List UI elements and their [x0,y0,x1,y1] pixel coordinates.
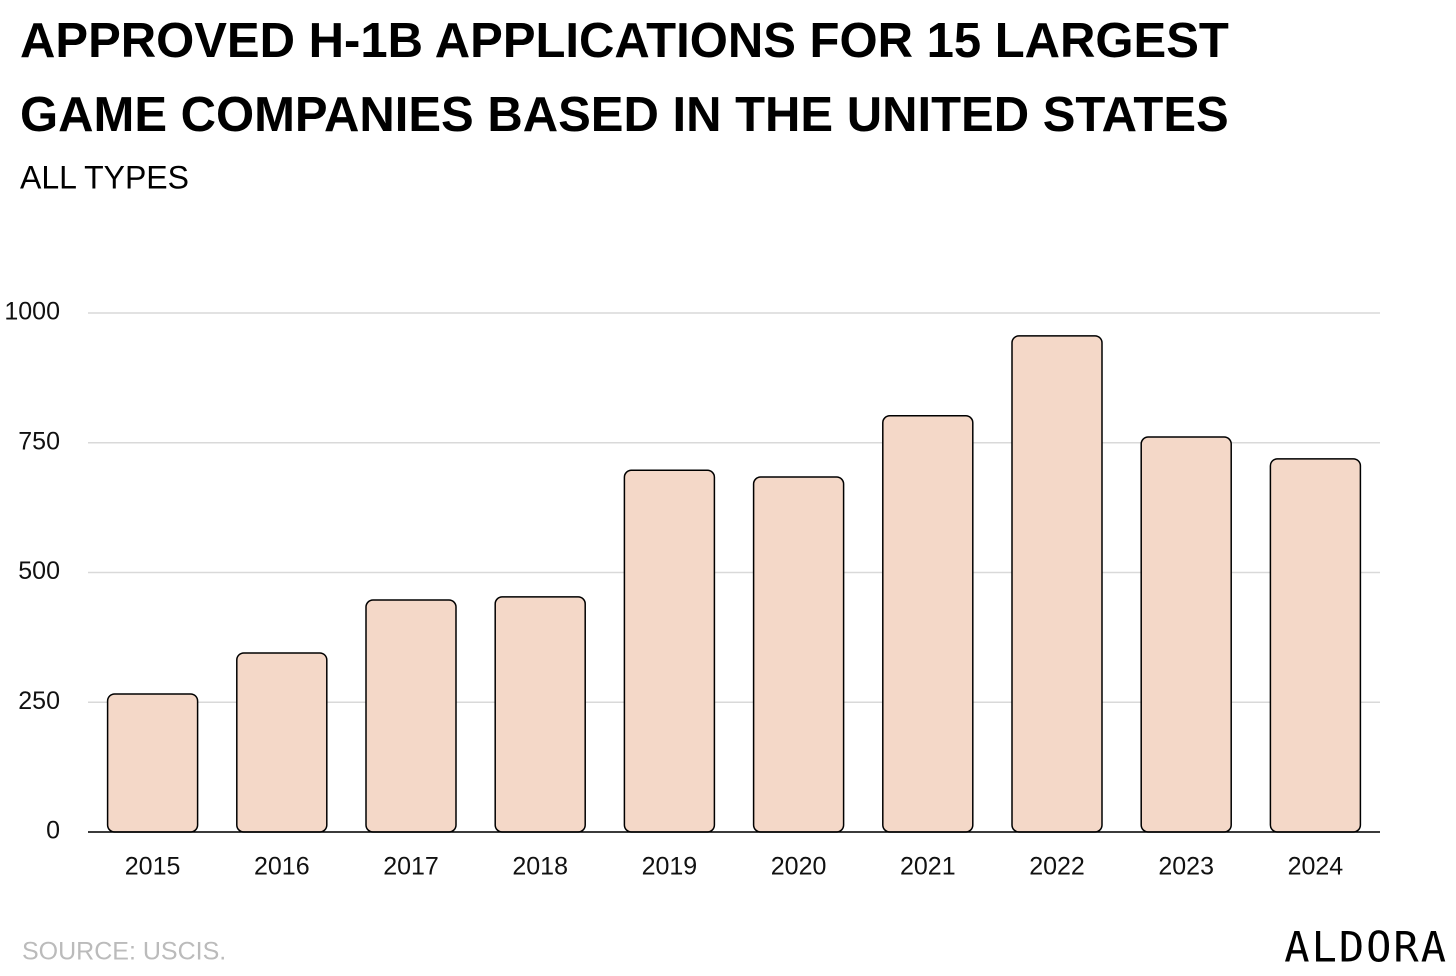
y-tick-label: 0 [46,817,60,845]
bar [236,652,328,833]
x-tick-label: 2018 [512,853,568,881]
x-tick-label: 2020 [771,853,827,881]
logo: ALDORA [1284,923,1448,972]
x-tick-label: 2016 [254,853,310,881]
bar [1011,335,1103,833]
chart-title-line: GAME COMPANIES BASED IN THE UNITED STATE… [20,88,1229,142]
bar [1269,458,1362,833]
x-tick-label: 2023 [1158,853,1214,881]
y-tick-label: 750 [18,427,60,455]
y-tick-label: 1000 [4,298,60,326]
x-tick-label: 2021 [900,853,956,881]
x-tick-label: 2017 [383,853,439,881]
bar [882,415,974,833]
x-tick-label: 2019 [642,853,698,881]
bar [106,693,199,833]
bar [365,599,457,833]
y-tick-label: 250 [18,687,60,715]
y-tick-label: 500 [18,557,60,585]
bar [752,476,845,833]
x-tick-label: 2024 [1288,853,1344,881]
chart-title-line: APPROVED H-1B APPLICATIONS FOR 15 LARGES… [20,14,1229,68]
x-tick-label: 2022 [1029,853,1085,881]
bar [623,469,716,833]
x-tick-label: 2015 [125,853,181,881]
bar [1140,436,1232,833]
bar [494,596,586,833]
source-note: SOURCE: USCIS. [22,938,226,966]
chart-subtitle: ALL TYPES [20,159,189,195]
